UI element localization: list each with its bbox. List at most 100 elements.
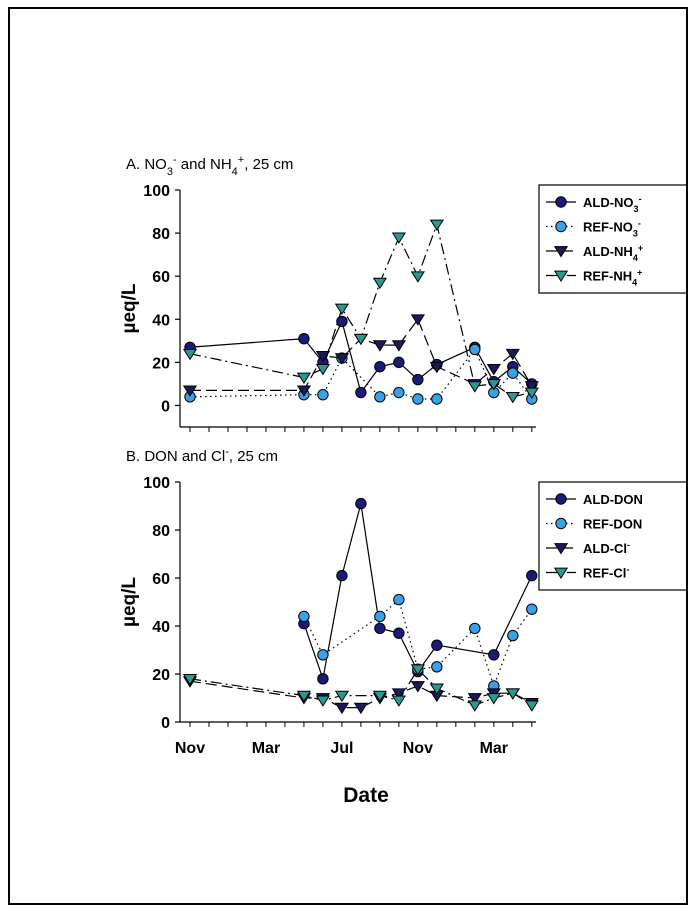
data-point-ref-cl- (505, 688, 520, 700)
x-tick-label: Nov (175, 740, 205, 757)
data-point-ald-no3- (298, 332, 310, 345)
legend-label: ALD-Cl- (583, 540, 630, 556)
legend-marker (555, 517, 567, 530)
data-point-ald-nh4+ (486, 363, 501, 376)
data-point-ref-nh4+ (296, 372, 312, 384)
legend-marker (553, 543, 569, 555)
data-point-ref-don (298, 610, 310, 623)
chart-title: A. NO3- and NH4+, 25 cm (126, 154, 293, 178)
data-point-ref-cl- (334, 690, 350, 703)
chart-panel-b: B. DON and Cl-, 25 cm 0 20 40 60 80 100 µeq/L No… (119, 446, 686, 807)
y-tick-label: 80 (152, 226, 170, 243)
chart-title: B. DON and Cl-, 25 cm (126, 446, 278, 465)
legend-label: REF-NO3- (583, 219, 641, 239)
x-tick-label: Mar (480, 740, 508, 757)
x-axis-label: Date (343, 784, 389, 807)
data-point-ref-no3- (317, 388, 329, 401)
legend-marker (553, 567, 569, 580)
data-point-ald-no3- (374, 360, 386, 373)
y-tick-label: 100 (143, 183, 170, 200)
data-point-ref-cl- (315, 695, 331, 707)
data-point-ref-cl- (486, 693, 501, 705)
data-point-ref-nh4+ (353, 333, 369, 346)
data-point-ref-don (469, 622, 481, 635)
data-point-ref-nh4+ (391, 232, 406, 244)
data-point-ref-don (507, 629, 519, 642)
legend-marker (553, 246, 569, 258)
data-point-ref-don (393, 593, 405, 606)
data-point-ref-no3- (393, 386, 405, 399)
x-tick-label: Mar (252, 740, 280, 757)
data-point-ald-don (336, 569, 348, 582)
data-point-ald-nh4+ (391, 340, 406, 352)
data-point-ref-cl- (372, 690, 387, 703)
data-point-ald-nh4+ (429, 361, 444, 374)
data-point-ald-don (374, 622, 386, 635)
data-point-ref-nh4+ (372, 277, 387, 290)
data-point-ref-no3- (469, 343, 481, 356)
data-point-ald-no3- (336, 315, 348, 328)
data-point-ref-nh4+ (429, 219, 444, 231)
data-point-ref-cl- (524, 700, 539, 712)
y-tick-label: 0 (161, 715, 170, 732)
data-point-ald-no3- (412, 373, 424, 386)
y-tick-label: 0 (161, 398, 170, 415)
data-point-ald-nh4+ (334, 353, 350, 365)
data-point-ald-nh4+ (296, 385, 312, 397)
y-axis-label: µeq/L (119, 283, 140, 333)
data-point-ref-don (374, 610, 386, 623)
data-point-ald-don (431, 639, 443, 651)
data-point-ref-don (431, 661, 443, 673)
data-point-ald-nh4+ (524, 381, 539, 393)
series-line-ald-don (303, 503, 533, 682)
legend-label: ALD-NH4+ (583, 243, 643, 263)
series-line-ref-nh4+ (189, 222, 532, 398)
data-point-ref-cl- (182, 673, 198, 686)
data-point-ald-cl- (467, 693, 482, 705)
legend-label: ALD-NO3- (583, 194, 642, 214)
x-tick-label: Jul (330, 740, 353, 757)
data-point-ald-don (526, 569, 538, 582)
data-point-ref-no3- (507, 367, 519, 379)
figure-frame: A. NO3- and NH4+, 25 cm 0 20 40 60 80 100 µeq/L… (8, 7, 688, 905)
data-point-ald-nh4+ (372, 340, 387, 352)
series-line-ref-cl- (189, 668, 533, 706)
data-point-ald-nh4+ (410, 314, 425, 326)
data-point-ref-no3- (412, 393, 424, 405)
y-tick-label: 40 (152, 619, 170, 636)
y-tick-label: 40 (152, 312, 170, 329)
data-point-ald-cl- (353, 702, 369, 715)
y-tick-label: 60 (152, 269, 170, 286)
data-point-ald-don (317, 673, 329, 685)
data-point-ref-nh4+ (410, 271, 425, 283)
data-point-ref-cl- (391, 695, 406, 707)
data-point-ref-nh4+ (524, 387, 539, 400)
legend-marker (553, 270, 569, 283)
data-point-ref-nh4+ (182, 348, 198, 361)
data-point-ref-no3- (374, 391, 386, 403)
y-tick-label: 60 (152, 571, 170, 588)
data-point-ald-don (393, 627, 405, 639)
legend-label: REF-DON (583, 517, 642, 532)
data-point-ref-cl- (410, 664, 425, 676)
y-tick-label: 20 (152, 355, 170, 372)
legend-label: ALD-DON (583, 492, 643, 507)
x-tick-label: Nov (403, 740, 433, 757)
figure-svg: A. NO3- and NH4+, 25 cm 0 20 40 60 80 100 µeq/L… (119, 154, 686, 807)
data-point-ref-don (526, 603, 538, 615)
data-point-ald-nh4+ (182, 385, 198, 397)
data-point-ald-cl- (391, 688, 406, 700)
data-point-ref-nh4+ (334, 303, 350, 316)
legend-marker (555, 493, 567, 505)
data-point-ald-nh4+ (315, 351, 331, 363)
data-point-ald-don (488, 649, 500, 661)
y-tick-label: 80 (152, 523, 170, 540)
data-point-ref-nh4+ (505, 391, 520, 404)
data-point-ref-cl- (467, 700, 482, 712)
data-point-ref-nh4+ (315, 363, 331, 376)
data-point-ald-nh4+ (505, 348, 520, 361)
legend-label: REF-Cl- (583, 565, 629, 581)
data-point-ref-nh4+ (467, 381, 482, 393)
legend-marker (555, 196, 567, 208)
chart-panel-a: A. NO3- and NH4+, 25 cm 0 20 40 60 80 100 µeq/L… (119, 154, 686, 432)
